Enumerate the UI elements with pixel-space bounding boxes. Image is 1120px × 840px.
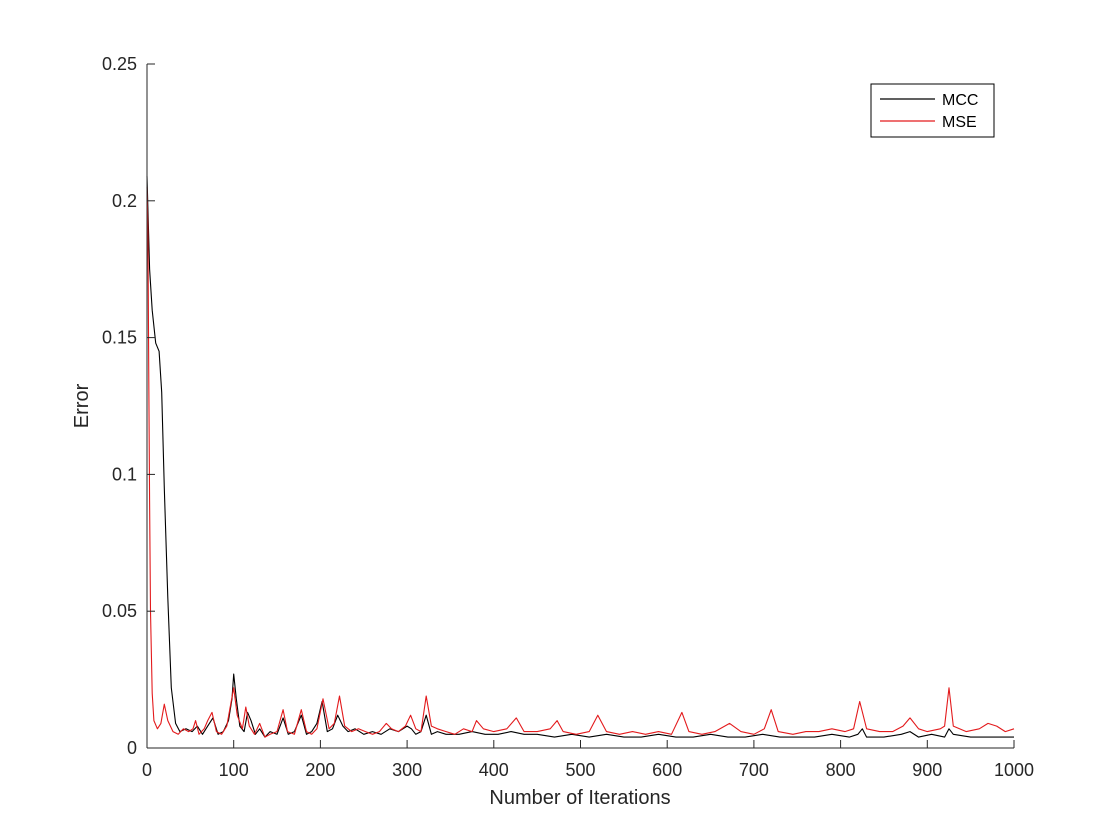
x-tick-label: 700	[739, 760, 769, 780]
x-axis-label: Number of Iterations	[489, 787, 670, 809]
y-tick-label: 0.1	[112, 464, 137, 484]
x-tick-label: 300	[392, 760, 422, 780]
x-tick-label: 200	[305, 760, 335, 780]
x-tick-label: 0	[142, 760, 152, 780]
x-tick-label: 1000	[994, 760, 1034, 780]
x-tick-label: 400	[479, 760, 509, 780]
x-tick-label: 900	[912, 760, 942, 780]
y-tick-label: 0.05	[102, 601, 137, 621]
legend-label-mcc: MCC	[942, 92, 978, 109]
x-tick-label: 800	[826, 760, 856, 780]
legend-box	[870, 83, 995, 138]
x-tick-label: 600	[652, 760, 682, 780]
x-tick-label: 500	[565, 760, 595, 780]
legend: MCC MSE	[870, 83, 995, 138]
series-layer	[146, 176, 1015, 738]
y-tick-label: 0	[127, 738, 137, 758]
y-tick-label: 0.2	[112, 191, 137, 211]
series-line-mse	[146, 187, 1015, 738]
legend-label-mse: MSE	[942, 114, 977, 131]
x-tick-label: 100	[219, 760, 249, 780]
y-tick-label: 0.15	[102, 328, 137, 348]
y-tick-label: 0.25	[102, 54, 137, 74]
ticks-layer: 0 100 200 300 400 500 600 700 800 900 1000 0 0.05 0.1…	[102, 54, 1034, 780]
y-axis-label: Error	[71, 383, 93, 428]
